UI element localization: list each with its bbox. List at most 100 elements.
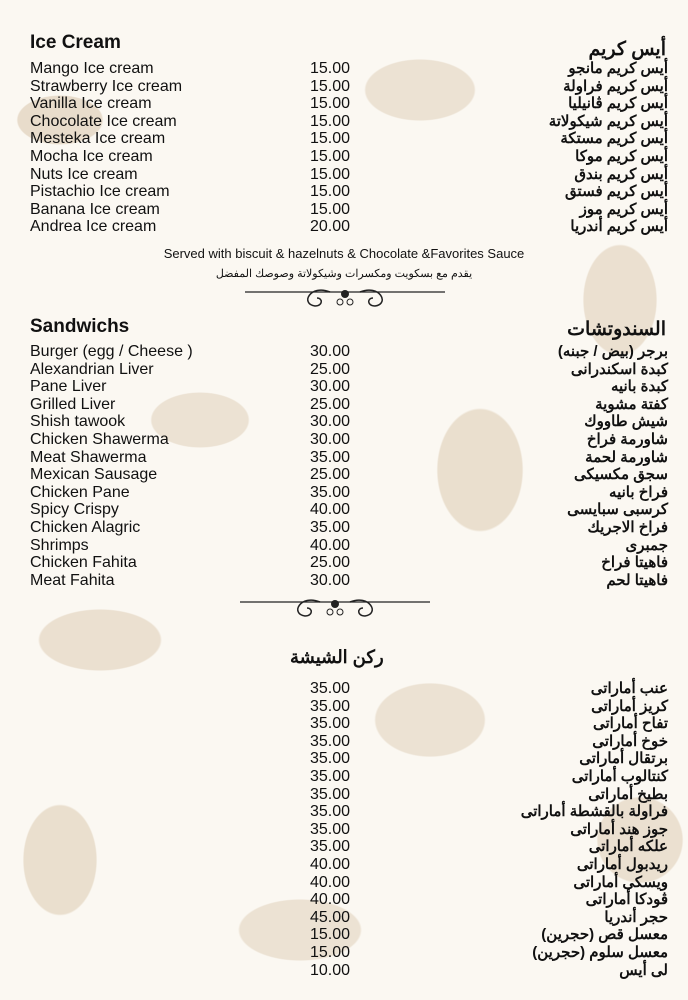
item-name-ar: كفتة مشوية xyxy=(595,395,668,413)
item-price: 15.00 xyxy=(310,944,351,961)
item-name-ar: شيش طاووك xyxy=(584,413,668,431)
menu-item: Shish tawook 30.00 شيش طاووك xyxy=(0,413,688,431)
item-price: 40.00 xyxy=(310,856,351,873)
item-name-en: Shrimps xyxy=(30,536,89,554)
menu-item: Mocha Ice cream 15.00 أيس كريم موكا xyxy=(0,148,688,166)
item-price: 15.00 xyxy=(310,95,351,113)
menu-item: Pistachio Ice cream 15.00 أيس كريم فستق xyxy=(0,183,688,201)
item-name-ar: أيس كريم فراولة xyxy=(563,77,668,95)
menu-item: Chicken Shawerma 30.00 شاورمة فراخ xyxy=(0,431,688,449)
item-price: 40.00 xyxy=(310,891,351,909)
menu-item: 35.00 فراولة بالقشطة أماراتى xyxy=(0,803,688,821)
item-price: 15.00 xyxy=(310,77,351,95)
item-name-ar: كريز أماراتى xyxy=(591,697,668,715)
menu-item: Nuts Ice cream 15.00 أيس كريم بندق xyxy=(0,166,688,184)
item-price: 35.00 xyxy=(310,803,351,821)
item-name-en: Mexican Sausage xyxy=(30,466,158,484)
item-name-ar: علكه أماراتى xyxy=(588,838,668,856)
item-name-en: Vanilla Ice cream xyxy=(30,95,152,113)
item-name-ar: أيس كريم فستق xyxy=(565,183,668,201)
menu-item: 35.00 جوز هند أماراتى xyxy=(0,821,688,839)
ice-cream-note-en: Served with biscuit & hazelnuts & Chocol… xyxy=(163,246,525,261)
menu-item: 35.00 كنتالوب أماراتى xyxy=(0,768,688,786)
item-name-ar: ڤودكا أماراتى xyxy=(585,891,668,909)
item-price: 35.00 xyxy=(310,715,351,733)
menu-item: Pane Liver 30.00 كبدة بانيه xyxy=(0,378,688,396)
item-name-en: Spicy Crispy xyxy=(30,501,119,519)
ice-cream-section: Ice Cream أيس كريم Mango Ice cream 15.00 أ… xyxy=(0,0,688,300)
item-name-en: Strawberry Ice cream xyxy=(30,77,183,95)
item-price: 30.00 xyxy=(310,378,351,396)
sandwiches-section: Sandwichs السندوتشات Burger (egg / Chees… xyxy=(0,316,688,590)
menu-item: Andrea Ice cream 20.00 أيس كريم أندريا xyxy=(0,218,688,236)
ice-cream-title-en: Ice Cream xyxy=(30,32,121,53)
item-price: 30.00 xyxy=(310,343,351,360)
menu-item: Chicken Alagric 35.00 فراخ الاجريك xyxy=(0,519,688,537)
item-price: 15.00 xyxy=(310,926,351,944)
menu-item: 35.00 بطيخ أماراتى xyxy=(0,786,688,804)
item-name-ar: فراولة بالقشطة أماراتى xyxy=(520,803,668,821)
menu-item: 40.00 ڤودكا أماراتى xyxy=(0,891,688,909)
item-name-ar: كرسبى سبايسى xyxy=(567,501,668,519)
item-price: 45.00 xyxy=(310,908,351,926)
menu-item: 40.00 ريدبول أماراتى xyxy=(0,856,688,874)
item-name-ar: تفاح أماراتى xyxy=(592,715,668,733)
menu-item: 35.00 تفاح أماراتى xyxy=(0,715,688,733)
item-name-ar: كبدة اسكندرانى xyxy=(570,360,668,378)
menu-item: Meat Fahita 30.00 فاهيتا لحم xyxy=(0,572,688,590)
item-name-ar: كبدة بانيه xyxy=(610,378,668,396)
item-name-en: Alexandrian Liver xyxy=(30,360,154,378)
item-price: 35.00 xyxy=(310,838,351,856)
item-name-en: Chicken Pane xyxy=(30,483,130,501)
item-price: 15.00 xyxy=(310,60,351,77)
item-name-ar: أيس كريم مستكة xyxy=(560,130,668,148)
item-name-ar: أيس كريم موز xyxy=(579,200,668,218)
item-price: 15.00 xyxy=(310,200,351,218)
menu-item: Vanilla Ice cream 15.00 أيس كريم ڤانيليا xyxy=(0,95,688,113)
menu-item: 15.00 معسل سلوم (حجرين) xyxy=(0,944,688,962)
item-name-ar: ريدبول أماراتى xyxy=(576,856,668,873)
item-name-ar: شاورمة لحمة xyxy=(585,448,668,466)
item-name-ar: أيس كريم بندق xyxy=(574,165,668,183)
item-name-ar: فراخ بانيه xyxy=(609,483,668,501)
item-name-ar: معسل قص (حجرين) xyxy=(541,926,668,944)
item-name-ar: أيس كريم أندريا xyxy=(570,218,668,236)
item-name-ar: أيس كريم مانجو xyxy=(568,60,668,77)
menu-item: Spicy Crispy 40.00 كرسبى سبايسى xyxy=(0,501,688,519)
menu-item: Grilled Liver 25.00 كفتة مشوية xyxy=(0,396,688,414)
item-name-en: Pane Liver xyxy=(30,378,107,396)
item-price: 35.00 xyxy=(310,483,351,501)
item-price: 35.00 xyxy=(310,680,351,697)
item-price: 15.00 xyxy=(310,148,351,165)
menu-item: Burger (egg / Cheese ) 30.00 برجر (بيض / ج… xyxy=(0,343,688,361)
menu-item: 35.00 خوخ أماراتى xyxy=(0,733,688,751)
item-price: 35.00 xyxy=(310,768,351,785)
menu-item: Alexandrian Liver 25.00 كبدة اسكندرانى xyxy=(0,361,688,379)
menu-item: Chocolate Ice cream 15.00 أيس كريم شيكولات… xyxy=(0,113,688,131)
menu-item: 10.00 لى أيس xyxy=(0,962,688,980)
item-name-en: Mesteka Ice cream xyxy=(30,130,166,148)
item-name-ar: برجر (بيض / جبنه) xyxy=(557,343,668,360)
menu-item: Banana Ice cream 15.00 أيس كريم موز xyxy=(0,201,688,219)
menu-item: Strawberry Ice cream 15.00 أيس كريم فراولة xyxy=(0,78,688,96)
menu-item: Chicken Pane 35.00 فراخ بانيه xyxy=(0,484,688,502)
item-price: 25.00 xyxy=(310,360,351,378)
ice-cream-title-ar: أيس كريم xyxy=(588,39,666,60)
item-name-en: Burger (egg / Cheese ) xyxy=(30,343,193,360)
item-price: 10.00 xyxy=(310,961,351,979)
ornament-divider-icon xyxy=(245,289,445,307)
item-name-en: Chicken Alagric xyxy=(30,519,141,536)
menu-item: 45.00 حجر أندريا xyxy=(0,909,688,927)
menu-item: Chicken Fahita 25.00 فاهيتا فراخ xyxy=(0,554,688,572)
menu-item: 15.00 معسل قص (حجرين) xyxy=(0,926,688,944)
item-name-en: Mocha Ice cream xyxy=(30,148,153,165)
item-name-ar: فاهيتا فراخ xyxy=(601,554,668,572)
item-price: 30.00 xyxy=(310,413,351,431)
item-name-ar: جمبرى xyxy=(625,536,669,554)
item-name-ar: كنتالوب أماراتى xyxy=(571,768,668,785)
item-name-ar: عنب أماراتى xyxy=(590,680,668,697)
item-price: 35.00 xyxy=(310,519,351,536)
item-name-ar: أيس كريم شيكولاتة xyxy=(548,112,668,130)
item-price: 30.00 xyxy=(310,571,351,589)
